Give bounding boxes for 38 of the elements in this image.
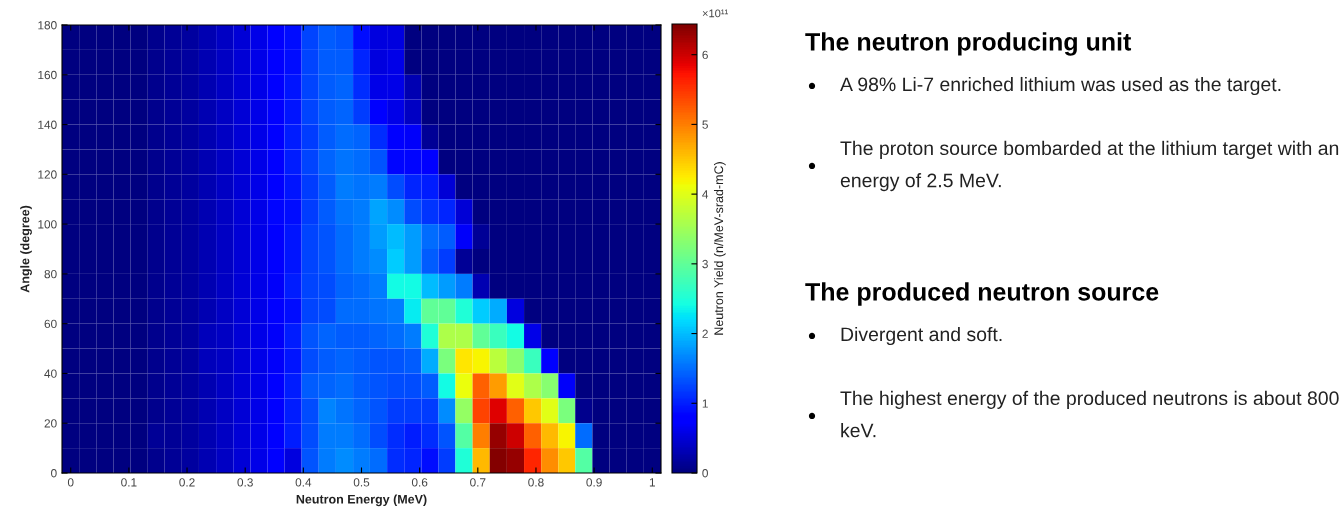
x-tick-label: 0.8 bbox=[528, 478, 544, 487]
color-bar-label: 5 bbox=[702, 120, 708, 129]
y-tick-label: 40 bbox=[44, 369, 57, 378]
x-tick-label: 0 bbox=[67, 478, 74, 487]
y-tick-label: 160 bbox=[38, 70, 57, 80]
color-bar-label: 6 bbox=[702, 50, 708, 60]
x-tick-label: 0.6 bbox=[411, 478, 428, 487]
color-bar-title: Neutron Yield (n/MeV-srad-mC) bbox=[713, 162, 726, 335]
y-tick-label: 140 bbox=[38, 120, 57, 129]
x-tick-label: 0.1 bbox=[121, 478, 137, 487]
x-tick-label: 0.3 bbox=[237, 478, 253, 487]
color-bar-label: 3 bbox=[702, 259, 708, 269]
y-tick-label: 180 bbox=[38, 21, 57, 30]
x-axis-title: Neutron Energy (MeV) bbox=[296, 494, 427, 507]
x-tick-label: 0.2 bbox=[179, 478, 195, 487]
y-axis-title: Angle (degree) bbox=[20, 205, 32, 293]
x-tick-label: 0.7 bbox=[470, 478, 486, 487]
y-tick-label: 0 bbox=[51, 469, 57, 478]
y-tick-label: 80 bbox=[44, 269, 57, 279]
color-bar-label: 0 bbox=[702, 469, 708, 478]
x-tick-label: 0.4 bbox=[295, 478, 312, 487]
text: The proton source bombarded at the lithium target with an energy of 2.5 MeV. bbox=[840, 140, 1339, 192]
x-tick-label: 1 bbox=[649, 478, 655, 487]
text: ×10¹¹ bbox=[702, 9, 728, 18]
color-bar-label: 4 bbox=[702, 190, 709, 199]
color-bar-label: 1 bbox=[702, 399, 708, 408]
x-tick-label: 0.5 bbox=[353, 478, 370, 487]
y-tick-label: 100 bbox=[38, 220, 57, 229]
text: The highest energy of the produced neutrons is about 800 keV. bbox=[840, 390, 1339, 438]
text: The produced neutron source bbox=[805, 282, 1159, 306]
y-tick-label: 20 bbox=[44, 419, 57, 428]
text: The neutron producing unit bbox=[805, 32, 1132, 56]
x-tick-label: 0.9 bbox=[586, 478, 602, 487]
text: Divergent and soft. bbox=[841, 326, 1002, 346]
y-tick-label: 60 bbox=[44, 319, 57, 329]
y-tick-label: 120 bbox=[38, 170, 57, 179]
text: A 98% Li-7 enriched lithium was used as the target. bbox=[840, 76, 1281, 96]
color-bar-label: 2 bbox=[702, 329, 708, 338]
